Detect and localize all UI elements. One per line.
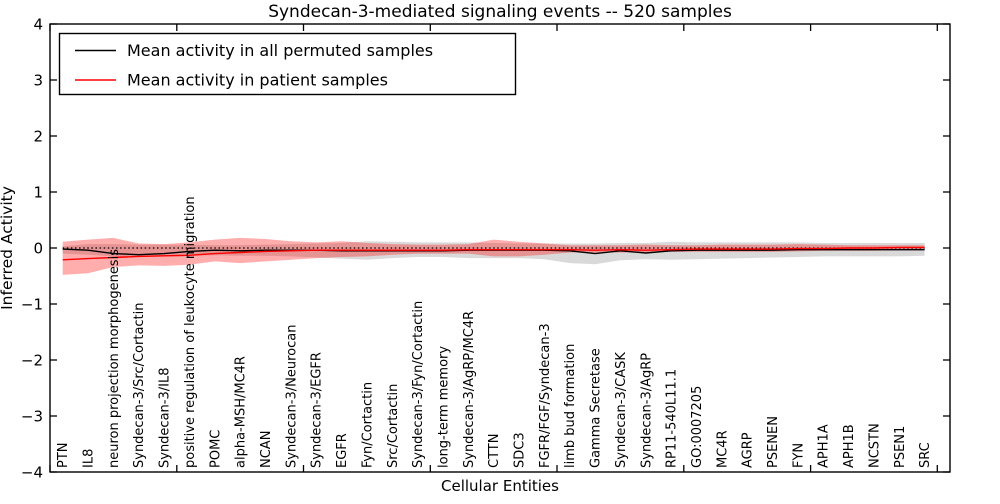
patient-sample-range-band <box>62 237 925 275</box>
x-category-label: APH1B <box>842 424 857 468</box>
y-axis-label: Inferred Activity <box>0 186 16 310</box>
x-category-label: NCAN <box>259 431 274 468</box>
x-category-label: POMC <box>208 430 223 468</box>
x-category-label: Gamma Secretase <box>589 348 604 468</box>
x-category-label: long-term memory <box>437 346 452 468</box>
y-tick-label: −4 <box>21 464 43 482</box>
x-category-label: NCSTN <box>867 423 882 468</box>
x-category-label: Syndecan-3/CASK <box>614 352 629 468</box>
y-tick-label: −3 <box>21 408 43 426</box>
permuted-sample-range-band <box>62 241 925 265</box>
x-category-label: Syndecan-3/AgRP/MC4R <box>462 311 477 468</box>
x-category-label: CTTN <box>487 434 502 468</box>
x-category-label: SDC3 <box>513 432 528 468</box>
x-category-label: Syndecan-3/IL8 <box>158 368 173 468</box>
plot-area: 4 3 2 1 0 −1 −2 −3 −4 PTN IL8 neuron projection mor… <box>21 16 950 482</box>
x-category-label: FYN <box>791 443 806 468</box>
x-category-label: PSENEN <box>766 416 781 468</box>
x-category-label: FGFR/FGF/Syndecan-3 <box>538 323 553 468</box>
y-tick-label: −2 <box>21 352 43 370</box>
legend: Mean activity in all permuted samples Me… <box>58 32 517 96</box>
x-category-label: Src/Cortactin <box>386 384 401 468</box>
x-category-label: Fyn/Cortactin <box>360 382 375 468</box>
x-category-label: Syndecan-3/Fyn/Cortactin <box>411 301 426 468</box>
legend-box <box>58 32 517 96</box>
x-category-label: PTN <box>56 442 71 468</box>
legend-label-patient: Mean activity in patient samples <box>127 71 388 90</box>
y-tick-label: 4 <box>33 16 43 34</box>
x-category-label: GO:0007205 <box>690 386 705 468</box>
x-category-label: Syndecan-3/AgRP <box>639 353 654 468</box>
plot-border <box>49 23 951 473</box>
x-category-label: limb bud formation <box>563 344 578 468</box>
patient-mean-line <box>62 246 925 261</box>
x-category-label: IL8 <box>82 449 97 468</box>
x-category-label: Syndecan-3/Src/Cortactin <box>132 302 147 468</box>
x-category-label: positive regulation of leukocyte migrati… <box>183 196 198 468</box>
x-category-label: MC4R <box>715 430 730 468</box>
x-axis-label: Cellular Entities <box>441 477 559 495</box>
legend-label-permuted: Mean activity in all permuted samples <box>127 41 433 60</box>
y-tick-label: 2 <box>33 128 43 146</box>
x-category-label: Syndecan-3/EGFR <box>310 352 325 468</box>
x-category-label: PSEN1 <box>893 426 908 468</box>
y-tick-label: −1 <box>21 296 43 314</box>
x-category-label: SRC <box>918 442 933 468</box>
x-category-label: alpha-MSH/MC4R <box>234 356 249 468</box>
y-tick-label: 3 <box>33 72 43 90</box>
x-category-label: RP11-540L11.1 <box>665 369 680 468</box>
x-category-label: neuron projection morphogenesis <box>107 249 122 468</box>
y-tick-label: 1 <box>33 184 43 202</box>
chart-title: Syndecan-3-mediated signaling events -- … <box>268 2 732 22</box>
x-category-label: APH1A <box>817 424 832 468</box>
y-tick-label: 0 <box>33 240 43 258</box>
x-category-label: Syndecan-3/Neurocan <box>284 325 299 468</box>
x-category-label: EGFR <box>335 433 350 468</box>
x-category-label: AGRP <box>741 432 756 468</box>
